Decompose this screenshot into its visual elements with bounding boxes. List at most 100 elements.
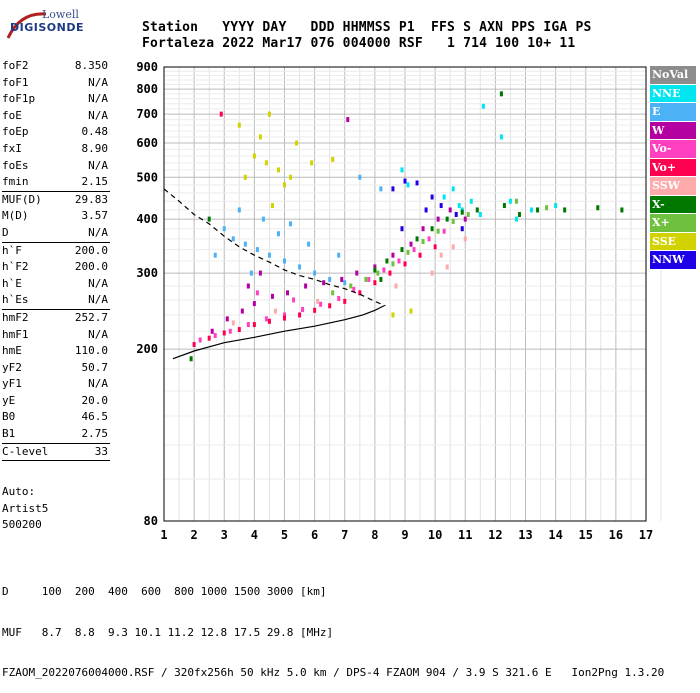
data-point-nne (508, 198, 512, 204)
plot-frame (163, 66, 647, 522)
x-tick-label: 11 (458, 528, 472, 542)
data-point-e (261, 216, 265, 222)
data-point-x (502, 203, 506, 209)
data-point-vo (283, 315, 286, 321)
data-point-e (289, 221, 293, 227)
data-point-sse (289, 174, 293, 180)
param-name: foF2 (2, 59, 29, 72)
data-point-sse (258, 134, 262, 140)
x-tick-label: 12 (488, 528, 502, 542)
legend-item: Vo+ (650, 158, 696, 177)
param-row: M(D) 3.57 (2, 208, 110, 225)
param-name: fmin (2, 175, 29, 189)
data-point-x (331, 290, 335, 296)
curve-model (163, 188, 386, 307)
footer: D 100 200 400 600 800 1000 1500 3000 [km… (2, 558, 664, 693)
param-name: B0 (2, 410, 16, 424)
data-point-sse (391, 312, 395, 318)
param-name: MUF(D) (2, 192, 42, 206)
param-value: 8.350 (74, 59, 108, 72)
data-point-x (379, 276, 383, 282)
param-value: N/A (88, 158, 108, 172)
data-point-sse (267, 111, 271, 117)
data-point-sse (310, 160, 314, 166)
data-point-w (391, 252, 395, 258)
data-point-x (207, 216, 211, 222)
x-tick-label: 4 (251, 528, 258, 542)
param-name: D (2, 225, 9, 239)
param-row: foF1 N/A (2, 75, 110, 92)
data-point-nne (469, 198, 473, 204)
data-point-vo (397, 258, 401, 264)
data-point-e (379, 186, 383, 192)
y-tick-label: 400 (136, 212, 158, 226)
param-value: 2.15 (81, 175, 109, 189)
legend-item: SSE (650, 232, 696, 251)
data-point-x (536, 207, 540, 213)
data-point-vo (358, 290, 362, 296)
data-point-vo (433, 244, 437, 250)
param-row: D N/A (2, 225, 110, 242)
param-name: foF1 (2, 75, 29, 89)
x-tick-label: 1 (160, 528, 167, 542)
param-value: 200.0 (74, 260, 108, 274)
data-point-ssw (316, 298, 320, 304)
param-row: foF2 8.350 (2, 58, 110, 75)
legend-item: Vo- (650, 140, 696, 159)
data-point-vo (352, 286, 356, 292)
y-tick-label: 900 (136, 60, 158, 74)
param-row: B0 46.5 (2, 409, 110, 426)
data-point-vo (298, 312, 302, 318)
logo-digisonde: DIGISONDE (10, 21, 84, 34)
data-point-e (255, 247, 259, 253)
param-value: 29.83 (74, 192, 108, 206)
param-value: 3.57 (81, 209, 109, 223)
data-point-vo (412, 247, 416, 253)
param-divider (2, 460, 110, 462)
data-point-vo (373, 280, 377, 286)
param-name: hmF2 (2, 310, 29, 324)
data-point-x (466, 211, 470, 217)
data-point-e (222, 226, 226, 232)
param-name: foEp (2, 125, 29, 139)
data-point-e (249, 270, 253, 276)
data-point-nnw (424, 207, 428, 213)
data-point-sse (276, 167, 280, 173)
param-value: N/A (88, 92, 108, 106)
param-name: h`Es (2, 293, 29, 307)
data-point-x (514, 198, 518, 204)
data-point-nne (499, 134, 503, 140)
data-point-x (385, 258, 389, 264)
param-value: 110.0 (74, 344, 108, 358)
data-point-ssw (451, 244, 455, 250)
x-tick-label: 17 (639, 528, 653, 542)
param-value: N/A (88, 293, 108, 307)
data-point-sse (270, 203, 274, 209)
data-point-x (620, 207, 624, 213)
data-point-e (343, 280, 347, 286)
data-point-e (231, 236, 235, 242)
param-divider (2, 442, 110, 444)
data-point-vo (198, 337, 202, 343)
data-point-ssw (463, 236, 467, 242)
logo-lowell: Lowell (42, 8, 79, 21)
legend-item: NNE (650, 84, 696, 103)
legend-item: SSW (650, 177, 696, 196)
param-row: foEp 0.48 (2, 124, 110, 141)
header-values: Fortaleza 2022 Mar17 076 004000 RSF 1 71… (142, 36, 576, 51)
y-tick-label: 500 (136, 170, 158, 184)
data-point-nnw (454, 211, 458, 217)
data-point-w (252, 301, 256, 307)
data-point-w (409, 241, 413, 247)
data-point-nne (514, 216, 518, 222)
data-point-vo (283, 312, 286, 318)
param-row: fxI 8.90 (2, 141, 110, 158)
param-row: h`Es N/A (2, 292, 110, 309)
data-point-ssw (445, 264, 449, 270)
data-point-vo (207, 335, 211, 341)
param-value: N/A (88, 75, 108, 89)
data-point-nne (478, 211, 482, 217)
data-point-nne (406, 182, 410, 188)
data-point-w (210, 328, 214, 334)
data-point-sse (252, 153, 256, 159)
